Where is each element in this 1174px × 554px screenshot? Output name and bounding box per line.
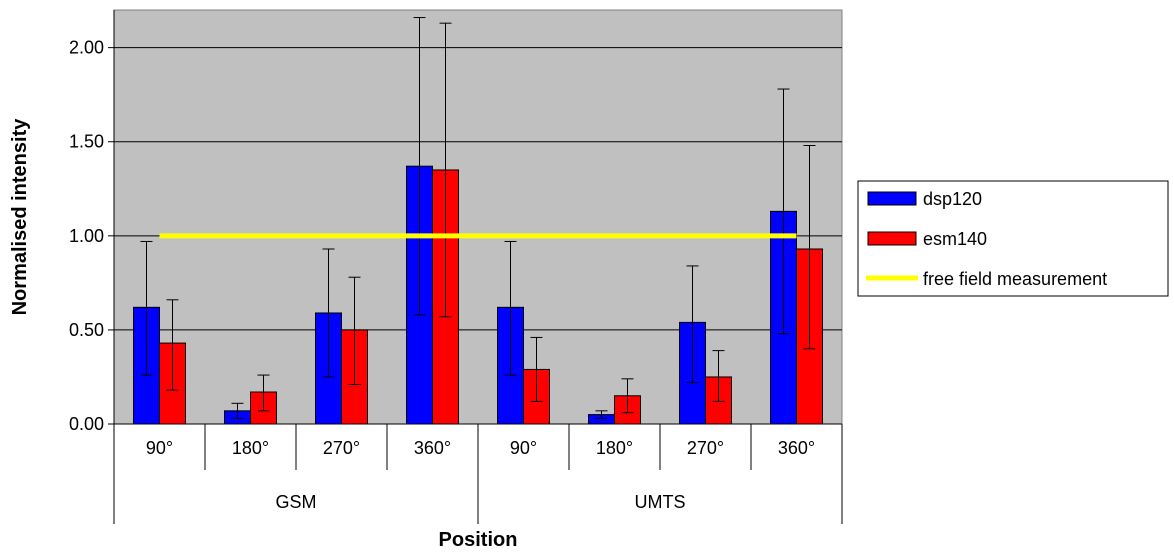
legend-label-esm140: esm140 — [923, 229, 987, 249]
legend-label-dsp120: dsp120 — [923, 189, 982, 209]
x-group-label: UMTS — [635, 492, 686, 512]
y-axis: 0.00 0.50 1.00 1.50 2.00 — [69, 38, 114, 434]
plot-area — [113, 9, 843, 425]
x-category-label: 180° — [232, 438, 269, 458]
y-tick-label: 1.00 — [69, 226, 104, 246]
y-tick-label: 2.00 — [69, 38, 104, 58]
y-tick-label: 0.50 — [69, 320, 104, 340]
x-category-label: 360° — [778, 438, 815, 458]
legend-swatch-dsp120 — [867, 191, 917, 206]
x-category-label: 90° — [146, 438, 173, 458]
x-category-label: 90° — [510, 438, 537, 458]
x-axis-title: Position — [439, 529, 518, 551]
x-category-label: 360° — [414, 438, 451, 458]
legend-swatch-esm140 — [867, 231, 917, 246]
x-group-label: GSM — [275, 492, 316, 512]
y-tick-label: 0.00 — [69, 414, 104, 434]
legend: dsp120 esm140 free field measurement — [857, 180, 1169, 297]
plot-background — [113, 9, 843, 425]
y-axis-title: Normalised intensity — [9, 118, 31, 316]
x-axis: 90° 180° 270° 360° 90° 180° 270° 360° GSM UMTS — [113, 424, 843, 524]
y-tick-label: 1.50 — [69, 132, 104, 152]
error-bars — [140, 17, 816, 419]
x-category-label: 270° — [323, 438, 360, 458]
x-category-label: 180° — [596, 438, 633, 458]
x-category-label: 270° — [687, 438, 724, 458]
legend-label-free-field: free field measurement — [923, 269, 1107, 289]
